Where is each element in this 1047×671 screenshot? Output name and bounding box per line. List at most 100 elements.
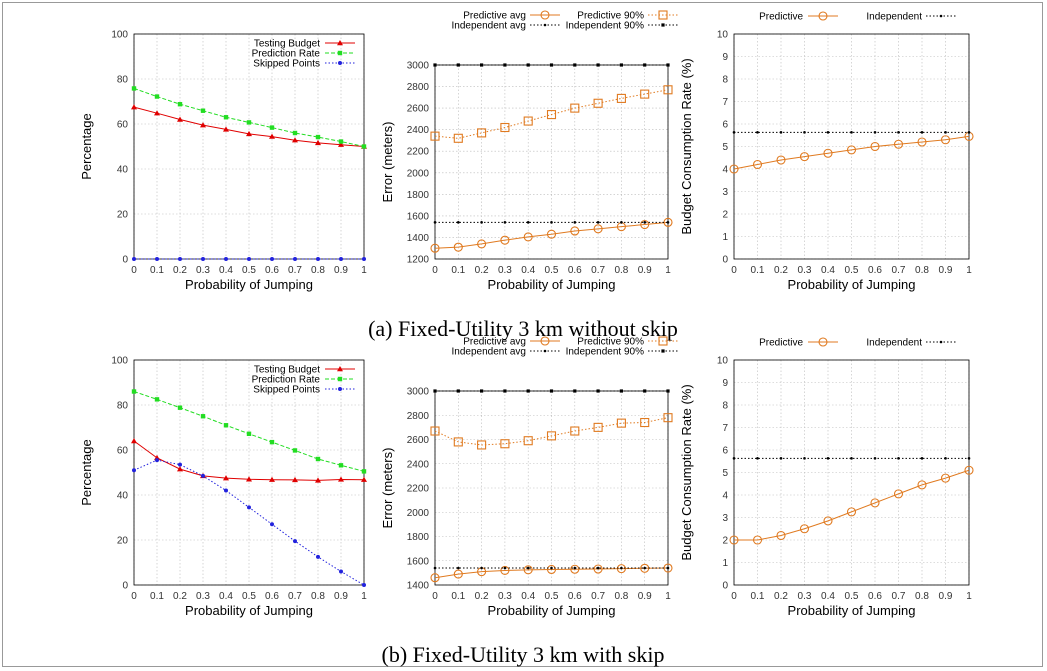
y-tick-label: 2000 <box>407 168 430 179</box>
x-tick-label: 0.3 <box>798 265 812 276</box>
series-testing-budget <box>131 438 367 483</box>
x-tick-label: 0.1 <box>150 265 164 276</box>
chart-4: 0 0.1 0.2 0.3 0.4 0.5 0.6 0.7 0.8 0.9 1 0 20 40 60 80 10… <box>79 356 367 619</box>
data-point <box>940 135 951 145</box>
y-tick-label: 2800 <box>407 82 430 93</box>
x-tick-label: 1 <box>665 591 671 602</box>
data-point <box>246 476 252 482</box>
series-predictive <box>729 465 974 545</box>
data-point <box>453 569 463 579</box>
series-line <box>733 135 970 170</box>
data-point <box>503 63 507 67</box>
x-tick-label: 0.5 <box>242 591 256 602</box>
data-point <box>315 456 321 462</box>
x-tick-label: 0.3 <box>196 265 210 276</box>
y-tick-label: 20 <box>117 210 129 221</box>
data-point <box>523 436 533 446</box>
data-point <box>803 131 806 134</box>
y-tick-label: 2 <box>722 210 728 221</box>
y-tick-label: 10 <box>717 30 729 41</box>
data-point <box>616 564 626 574</box>
legend-marker <box>818 11 828 21</box>
data-point <box>200 122 206 128</box>
data-point <box>338 141 344 147</box>
data-point <box>477 128 487 138</box>
y-tick-label: 5 <box>722 142 728 153</box>
y-tick-label: 1200 <box>407 255 430 266</box>
data-point <box>223 475 229 481</box>
data-point <box>596 389 600 393</box>
data-point <box>223 115 229 120</box>
data-point <box>593 224 603 234</box>
x-tick-label: 0.7 <box>591 591 605 602</box>
legend-label: Predictive avg <box>463 11 526 22</box>
y-tick-label: 2200 <box>407 484 430 495</box>
data-point <box>732 457 736 460</box>
data-point <box>573 221 577 224</box>
x-axis-label: Probability of Jumping <box>488 603 616 618</box>
legend-label: Testing Budget <box>254 39 320 50</box>
data-point <box>361 144 367 149</box>
x-tick-label: 0.3 <box>498 591 512 602</box>
x-tick-label: 0.7 <box>892 265 906 276</box>
data-point <box>177 102 183 107</box>
y-tick-label: 0 <box>122 581 128 592</box>
data-point <box>433 566 437 570</box>
legend-marker <box>338 387 342 391</box>
x-tick-label: 0.1 <box>751 265 765 276</box>
x-tick-label: 0.1 <box>150 591 164 602</box>
data-point <box>201 473 205 478</box>
caption-a: (a) Fixed-Utility 3 km without skip <box>368 316 678 341</box>
data-point <box>430 426 440 436</box>
data-point <box>870 141 880 152</box>
y-axis-label: Budget Consumption Rate (%) <box>679 58 694 234</box>
data-point <box>897 457 900 460</box>
series-line <box>434 417 669 446</box>
y-axis-label: Error (meters) <box>380 122 395 203</box>
x-tick-label: 1 <box>361 591 367 602</box>
x-tick-label: 0.8 <box>311 591 325 602</box>
data-point <box>596 221 600 224</box>
data-point <box>338 463 344 468</box>
x-tick-label: 0.3 <box>498 265 512 276</box>
x-tick-label: 1 <box>665 265 671 276</box>
y-tick-label: 3 <box>722 187 728 198</box>
data-point <box>526 63 530 67</box>
data-point <box>640 417 650 428</box>
data-point <box>154 397 160 402</box>
data-point <box>550 221 553 224</box>
data-point <box>593 422 603 432</box>
x-tick-label: 0 <box>731 591 737 602</box>
data-point <box>247 257 251 261</box>
data-point <box>803 457 806 460</box>
data-point <box>177 466 183 472</box>
data-point <box>549 389 554 393</box>
data-point <box>200 414 206 419</box>
data-point <box>573 389 577 393</box>
data-point <box>433 389 437 393</box>
data-point <box>573 63 577 67</box>
data-point <box>132 468 136 473</box>
data-point <box>154 454 160 461</box>
series-independent <box>732 131 971 134</box>
data-point <box>756 131 759 134</box>
data-point <box>292 448 298 453</box>
data-point <box>546 110 557 120</box>
x-tick-label: 0.9 <box>939 265 953 276</box>
data-point <box>850 131 853 134</box>
y-tick-label: 1 <box>722 558 728 569</box>
data-point <box>570 564 580 574</box>
x-tick-label: 0.6 <box>568 591 582 602</box>
data-point <box>526 221 530 224</box>
legend-marker <box>338 61 342 65</box>
data-point <box>846 145 857 155</box>
x-tick-label: 0.4 <box>219 265 233 276</box>
data-point <box>503 389 507 393</box>
y-tick-label: 6 <box>722 120 728 131</box>
data-point <box>269 133 275 139</box>
x-tick-label: 0.9 <box>638 265 652 276</box>
y-tick-label: 9 <box>722 378 728 389</box>
data-point <box>593 564 603 574</box>
data-point <box>200 108 206 113</box>
